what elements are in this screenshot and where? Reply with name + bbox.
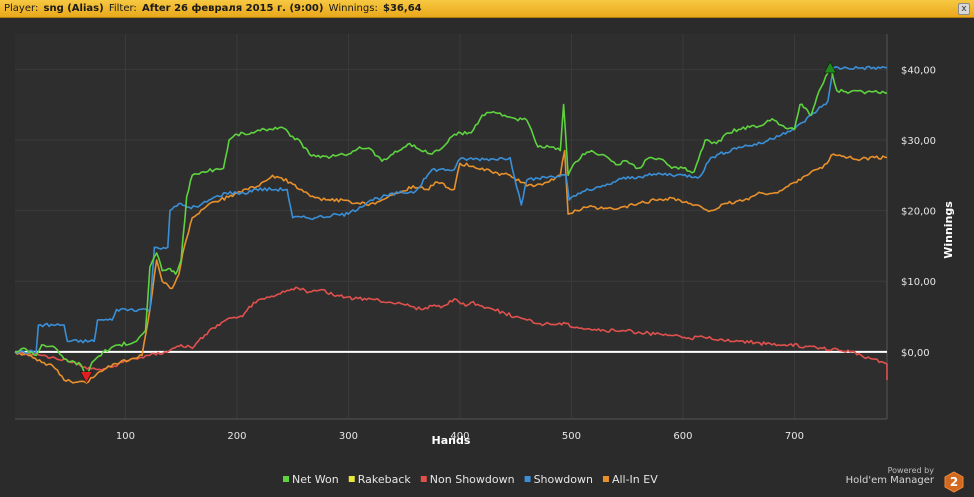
series-line-non-showdown (14, 286, 888, 381)
legend-label: Non Showdown (430, 473, 515, 486)
brand-name: Hold'em Manager (845, 475, 934, 486)
legend-item: Net Won (283, 473, 339, 486)
legend-label: Net Won (292, 473, 339, 486)
y-tick-label: $10,00 (901, 277, 936, 288)
x-tick-label: 200 (227, 431, 246, 442)
legend-item: All-In EV (602, 473, 658, 486)
legend-item: Non Showdown (420, 473, 515, 486)
series-lines (14, 65, 888, 384)
y-tick-label: $30,00 (901, 136, 936, 147)
x-axis-ticks: 100 200 300 400 500 600 700 (116, 431, 804, 442)
legend-swatch (524, 476, 531, 482)
close-icon[interactable]: x (958, 3, 970, 15)
hem2-logo-icon: 2 (944, 471, 964, 493)
x-tick-label: 700 (785, 431, 804, 442)
player-value: sng (Alias) (43, 3, 104, 14)
legend-label: All-In EV (612, 473, 658, 486)
legend-swatch (348, 476, 355, 482)
powered-by: Powered by Hold'em Manager (846, 466, 934, 486)
x-tick-label: 100 (116, 431, 135, 442)
x-axis-title: Hands (432, 434, 471, 447)
legend-label: Rakeback (358, 473, 412, 486)
legend-swatch (283, 476, 289, 482)
markers (79, 61, 837, 384)
powered-by-label: Powered by (887, 466, 934, 475)
y-tick-label: $0,00 (901, 348, 930, 359)
y-axis-ticks: $40,00 $30,00 $20,00 $10,00 $0,00 (901, 65, 936, 359)
x-tick-label: 300 (339, 431, 358, 442)
winnings-label: Winnings: (328, 3, 378, 14)
legend: Net Won Rakeback Non Showdown Showdown All-I… (283, 473, 658, 486)
winnings-value: $36,64 (383, 3, 422, 14)
plot-area (15, 34, 887, 419)
series-line-showdown (14, 65, 888, 355)
legend-item: Showdown (524, 473, 593, 486)
legend-swatch (602, 476, 609, 482)
series-line-net-won (15, 67, 888, 378)
player-label: Player: (4, 3, 39, 14)
x-tick-label: 500 (562, 431, 581, 442)
legend-label: Showdown (534, 473, 593, 486)
filter-label: Filter: (108, 3, 137, 14)
series-line-all-in-ev (14, 149, 888, 384)
header-bar: Player: sng (Alias) Filter: After 26 фев… (0, 0, 974, 18)
min-marker-icon (79, 371, 93, 384)
max-marker-icon (823, 61, 837, 74)
legend-item: Rakeback (348, 473, 412, 486)
filter-value: After 26 февраля 2015 г. (9:00) (142, 3, 324, 14)
y-axis-title: Winnings (942, 201, 955, 259)
x-tick-label: 400 (450, 431, 469, 442)
y-tick-label: $20,00 (901, 207, 936, 218)
grid (15, 34, 888, 420)
x-tick-label: 600 (673, 431, 692, 442)
winnings-chart: 100 200 300 400 500 600 700 $40,00 $30,00 $20,00… (14, 34, 955, 486)
logo-digit: 2 (950, 475, 958, 489)
legend-swatch (420, 476, 427, 482)
y-tick-label: $40,00 (901, 65, 936, 76)
